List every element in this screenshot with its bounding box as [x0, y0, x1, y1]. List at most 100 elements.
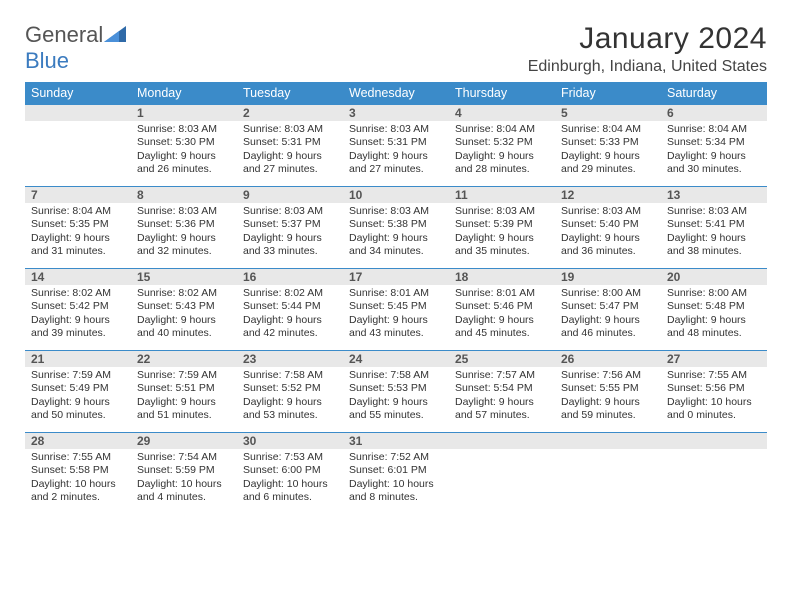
sunset-text: Sunset: 5:55 PM — [561, 382, 655, 395]
sunset-text: Sunset: 5:43 PM — [137, 300, 231, 313]
calendar-day-cell: 31Sunrise: 7:52 AMSunset: 6:01 PMDayligh… — [343, 432, 449, 514]
sunrise-text: Sunrise: 7:56 AM — [561, 369, 655, 382]
calendar-day-cell: 16Sunrise: 8:02 AMSunset: 5:44 PMDayligh… — [237, 268, 343, 350]
weekday-header: Monday — [131, 82, 237, 104]
brand-triangle-icon — [104, 26, 126, 42]
daylight-text: Daylight: 10 hours and 6 minutes. — [243, 478, 337, 505]
calendar-week-row: 21Sunrise: 7:59 AMSunset: 5:49 PMDayligh… — [25, 350, 767, 432]
calendar-day-cell: 27Sunrise: 7:55 AMSunset: 5:56 PMDayligh… — [661, 350, 767, 432]
day-number: 29 — [131, 432, 237, 449]
day-details: Sunrise: 7:55 AMSunset: 5:58 PMDaylight:… — [25, 449, 131, 508]
daylight-text: Daylight: 9 hours and 30 minutes. — [667, 150, 761, 177]
day-number: 23 — [237, 350, 343, 367]
calendar-day-cell: 15Sunrise: 8:02 AMSunset: 5:43 PMDayligh… — [131, 268, 237, 350]
day-details: Sunrise: 8:00 AMSunset: 5:48 PMDaylight:… — [661, 285, 767, 344]
daylight-text: Daylight: 9 hours and 31 minutes. — [31, 232, 125, 259]
day-details: Sunrise: 7:54 AMSunset: 5:59 PMDaylight:… — [131, 449, 237, 508]
day-details: Sunrise: 7:55 AMSunset: 5:56 PMDaylight:… — [661, 367, 767, 426]
calendar-day-cell: 26Sunrise: 7:56 AMSunset: 5:55 PMDayligh… — [555, 350, 661, 432]
day-details: Sunrise: 8:01 AMSunset: 5:46 PMDaylight:… — [449, 285, 555, 344]
brand-logo: GeneralBlue — [25, 22, 126, 74]
day-details: Sunrise: 8:04 AMSunset: 5:33 PMDaylight:… — [555, 121, 661, 180]
calendar-day-cell: 30Sunrise: 7:53 AMSunset: 6:00 PMDayligh… — [237, 432, 343, 514]
calendar-day-cell: 11Sunrise: 8:03 AMSunset: 5:39 PMDayligh… — [449, 186, 555, 268]
day-number: 30 — [237, 432, 343, 449]
day-number — [555, 432, 661, 449]
sunset-text: Sunset: 5:35 PM — [31, 218, 125, 231]
weekday-header: Wednesday — [343, 82, 449, 104]
day-number: 7 — [25, 186, 131, 203]
calendar-table: SundayMondayTuesdayWednesdayThursdayFrid… — [25, 82, 767, 514]
day-number: 20 — [661, 268, 767, 285]
calendar-week-row: 28Sunrise: 7:55 AMSunset: 5:58 PMDayligh… — [25, 432, 767, 514]
day-number: 3 — [343, 104, 449, 121]
day-details: Sunrise: 8:03 AMSunset: 5:31 PMDaylight:… — [343, 121, 449, 180]
weekday-header: Tuesday — [237, 82, 343, 104]
day-details: Sunrise: 8:03 AMSunset: 5:39 PMDaylight:… — [449, 203, 555, 262]
sunrise-text: Sunrise: 7:52 AM — [349, 451, 443, 464]
sunrise-text: Sunrise: 7:55 AM — [667, 369, 761, 382]
calendar-day-cell: 18Sunrise: 8:01 AMSunset: 5:46 PMDayligh… — [449, 268, 555, 350]
sunrise-text: Sunrise: 7:57 AM — [455, 369, 549, 382]
weekday-header: Sunday — [25, 82, 131, 104]
sunrise-text: Sunrise: 8:03 AM — [137, 123, 231, 136]
calendar-day-cell: 4Sunrise: 8:04 AMSunset: 5:32 PMDaylight… — [449, 104, 555, 186]
sunrise-text: Sunrise: 8:04 AM — [667, 123, 761, 136]
calendar-week-row: 1Sunrise: 8:03 AMSunset: 5:30 PMDaylight… — [25, 104, 767, 186]
day-details: Sunrise: 8:00 AMSunset: 5:47 PMDaylight:… — [555, 285, 661, 344]
daylight-text: Daylight: 9 hours and 27 minutes. — [243, 150, 337, 177]
day-number: 27 — [661, 350, 767, 367]
sunset-text: Sunset: 5:34 PM — [667, 136, 761, 149]
brand-text: GeneralBlue — [25, 22, 126, 74]
sunset-text: Sunset: 5:46 PM — [455, 300, 549, 313]
calendar-header-row: SundayMondayTuesdayWednesdayThursdayFrid… — [25, 82, 767, 104]
weekday-header: Saturday — [661, 82, 767, 104]
sunrise-text: Sunrise: 8:01 AM — [349, 287, 443, 300]
sunset-text: Sunset: 5:37 PM — [243, 218, 337, 231]
calendar-day-cell: 21Sunrise: 7:59 AMSunset: 5:49 PMDayligh… — [25, 350, 131, 432]
calendar-day-cell: 1Sunrise: 8:03 AMSunset: 5:30 PMDaylight… — [131, 104, 237, 186]
sunset-text: Sunset: 5:58 PM — [31, 464, 125, 477]
day-details: Sunrise: 8:03 AMSunset: 5:37 PMDaylight:… — [237, 203, 343, 262]
sunset-text: Sunset: 5:38 PM — [349, 218, 443, 231]
daylight-text: Daylight: 9 hours and 59 minutes. — [561, 396, 655, 423]
sunset-text: Sunset: 5:56 PM — [667, 382, 761, 395]
sunset-text: Sunset: 5:36 PM — [137, 218, 231, 231]
daylight-text: Daylight: 10 hours and 2 minutes. — [31, 478, 125, 505]
calendar-day-cell — [661, 432, 767, 514]
sunrise-text: Sunrise: 8:03 AM — [243, 205, 337, 218]
calendar-day-cell — [449, 432, 555, 514]
daylight-text: Daylight: 9 hours and 38 minutes. — [667, 232, 761, 259]
sunset-text: Sunset: 6:00 PM — [243, 464, 337, 477]
day-details: Sunrise: 7:52 AMSunset: 6:01 PMDaylight:… — [343, 449, 449, 508]
sunrise-text: Sunrise: 7:59 AM — [31, 369, 125, 382]
day-details: Sunrise: 8:03 AMSunset: 5:41 PMDaylight:… — [661, 203, 767, 262]
calendar-day-cell: 14Sunrise: 8:02 AMSunset: 5:42 PMDayligh… — [25, 268, 131, 350]
sunset-text: Sunset: 5:31 PM — [243, 136, 337, 149]
calendar-page: GeneralBlue January 2024 Edinburgh, Indi… — [0, 0, 792, 524]
day-details: Sunrise: 8:03 AMSunset: 5:38 PMDaylight:… — [343, 203, 449, 262]
sunrise-text: Sunrise: 8:02 AM — [137, 287, 231, 300]
title-block: January 2024 Edinburgh, Indiana, United … — [528, 22, 767, 76]
sunset-text: Sunset: 5:44 PM — [243, 300, 337, 313]
day-details: Sunrise: 7:57 AMSunset: 5:54 PMDaylight:… — [449, 367, 555, 426]
sunset-text: Sunset: 5:47 PM — [561, 300, 655, 313]
daylight-text: Daylight: 10 hours and 8 minutes. — [349, 478, 443, 505]
day-details: Sunrise: 7:58 AMSunset: 5:52 PMDaylight:… — [237, 367, 343, 426]
daylight-text: Daylight: 9 hours and 33 minutes. — [243, 232, 337, 259]
sunrise-text: Sunrise: 8:03 AM — [349, 123, 443, 136]
calendar-day-cell: 20Sunrise: 8:00 AMSunset: 5:48 PMDayligh… — [661, 268, 767, 350]
calendar-day-cell: 29Sunrise: 7:54 AMSunset: 5:59 PMDayligh… — [131, 432, 237, 514]
weekday-header: Thursday — [449, 82, 555, 104]
day-details: Sunrise: 8:04 AMSunset: 5:32 PMDaylight:… — [449, 121, 555, 180]
daylight-text: Daylight: 9 hours and 27 minutes. — [349, 150, 443, 177]
sunset-text: Sunset: 5:40 PM — [561, 218, 655, 231]
day-number: 5 — [555, 104, 661, 121]
day-number: 31 — [343, 432, 449, 449]
daylight-text: Daylight: 9 hours and 28 minutes. — [455, 150, 549, 177]
sunrise-text: Sunrise: 8:00 AM — [561, 287, 655, 300]
sunset-text: Sunset: 5:52 PM — [243, 382, 337, 395]
day-number — [661, 432, 767, 449]
sunset-text: Sunset: 5:30 PM — [137, 136, 231, 149]
daylight-text: Daylight: 9 hours and 55 minutes. — [349, 396, 443, 423]
